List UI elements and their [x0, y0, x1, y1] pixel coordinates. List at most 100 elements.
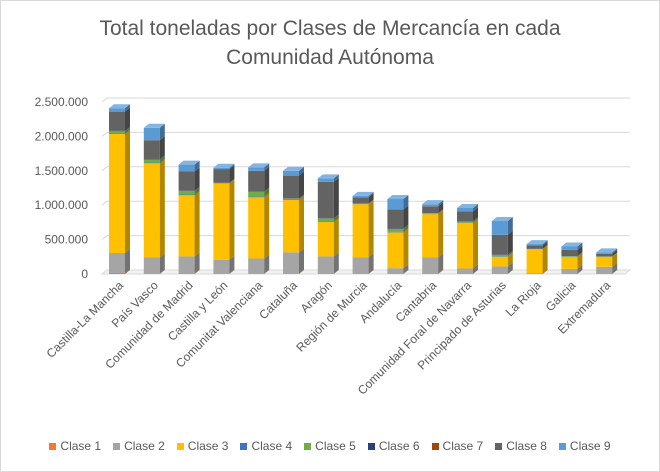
bar-segment-side [299, 195, 304, 201]
legend-swatch [495, 442, 503, 450]
bar-segment-side [473, 219, 478, 269]
bar-segment-side [299, 194, 304, 200]
bar-segment-side [229, 163, 235, 170]
bar-segment-side [125, 249, 130, 273]
legend-swatch [431, 442, 439, 450]
bar-segment [178, 191, 195, 195]
bar-segment-side [229, 178, 235, 184]
bar-segment [317, 181, 334, 219]
bar-segment [561, 249, 578, 257]
bar-segment-side [125, 268, 130, 274]
bar-top [317, 174, 339, 179]
legend-label: Clase 1 [60, 439, 102, 453]
bar-segment [596, 266, 613, 274]
bar-segment-side [194, 167, 200, 191]
chart-title: Total toneladas por Clases de Mercancía … [0, 14, 660, 72]
legend-label: Clase 2 [124, 439, 165, 453]
gridline-side [101, 166, 108, 172]
x-tick-label: La Rioja [503, 278, 544, 319]
bar-segment [457, 268, 473, 274]
bar-segment [109, 253, 125, 273]
bar-top [422, 200, 444, 205]
bar-segment [457, 211, 473, 222]
bar-segment-side [577, 245, 583, 257]
bar-segment-side [507, 251, 513, 257]
bar-segment-side [299, 171, 304, 199]
bar-segment [561, 257, 578, 269]
bar-segment-side [194, 191, 200, 257]
bar-segment-side [299, 196, 304, 253]
bar-segment [387, 228, 404, 232]
bar-segment-side [333, 269, 339, 274]
bar-segment [178, 273, 195, 274]
legend-swatch [558, 442, 566, 450]
bar-segment [248, 191, 265, 197]
bar-segment-side [473, 217, 478, 223]
bar-segment [283, 199, 299, 201]
legend-label: Clase 7 [442, 439, 484, 453]
bar-top [561, 242, 583, 247]
bar-segment-side [368, 199, 374, 205]
legend-label: Clase 9 [569, 439, 611, 453]
bar-segment-side [125, 129, 130, 134]
legend-entry: Clase 1 [49, 439, 101, 453]
bar-segment-side [507, 230, 513, 255]
chart-title-line-1: Total toneladas por Clases de Mercancía … [99, 17, 561, 40]
bar-segment-side [403, 269, 409, 274]
bar-segment [457, 221, 473, 223]
bar-segment-side [507, 252, 513, 267]
bar-segment-side [542, 269, 548, 274]
legend-entry: Clase 3 [176, 439, 228, 453]
legend-entry: Clase 2 [113, 439, 165, 453]
bar-segment-side [194, 160, 200, 172]
bar-segment-side [125, 126, 130, 132]
bar-segment-side [229, 255, 235, 274]
legend-swatch [49, 442, 57, 450]
bar-segment [596, 252, 613, 254]
bar-segment [526, 273, 543, 274]
bar-segment [178, 171, 195, 191]
x-tick-label: Cataluña [256, 278, 300, 322]
bar-segment-side [612, 248, 618, 254]
bar-segment-side [125, 127, 130, 134]
bar-segment-side [264, 187, 270, 192]
bar-segment [561, 268, 578, 274]
legend-swatch [304, 442, 312, 450]
bar-segment [109, 131, 125, 134]
bar-segment-side [368, 193, 374, 204]
bar-segment-side [194, 186, 200, 192]
bar-segment [352, 257, 369, 274]
bar-segment-side [473, 203, 478, 212]
bar-segment-side [333, 214, 339, 219]
bar-segment [422, 257, 439, 274]
bar-segment [526, 249, 543, 274]
bar-segment [178, 164, 195, 172]
bar-segment-side [229, 179, 235, 184]
bar-segment [352, 197, 369, 204]
bar-segment-side [299, 194, 304, 199]
bar-segment-side [577, 253, 583, 269]
bar-segment [143, 140, 160, 160]
bar-segment-side [264, 187, 270, 197]
bar-segment-side [612, 249, 618, 257]
bar-segment-side [577, 252, 583, 258]
bar-segment [143, 159, 160, 163]
bar-segment [561, 246, 578, 250]
y-tick-label: 2.500.000 [35, 95, 89, 109]
bar-segment-side [229, 165, 235, 183]
bar-segment-side [194, 269, 200, 274]
bar-top [596, 248, 618, 253]
bar-segment [596, 256, 613, 267]
bar-segment-side [125, 104, 130, 112]
bar-segment-side [507, 252, 513, 257]
bar-segment-side [333, 252, 339, 274]
bar-segment-side [438, 200, 444, 207]
bar-segment-side [264, 192, 270, 198]
bar-segment-side [264, 193, 270, 259]
bar-top [491, 217, 513, 222]
bar-segment [283, 198, 299, 200]
bar-segment-side [403, 228, 409, 269]
bar-segment [143, 127, 160, 141]
bar-segment-side [159, 136, 165, 160]
bar-segment-side [194, 187, 200, 195]
